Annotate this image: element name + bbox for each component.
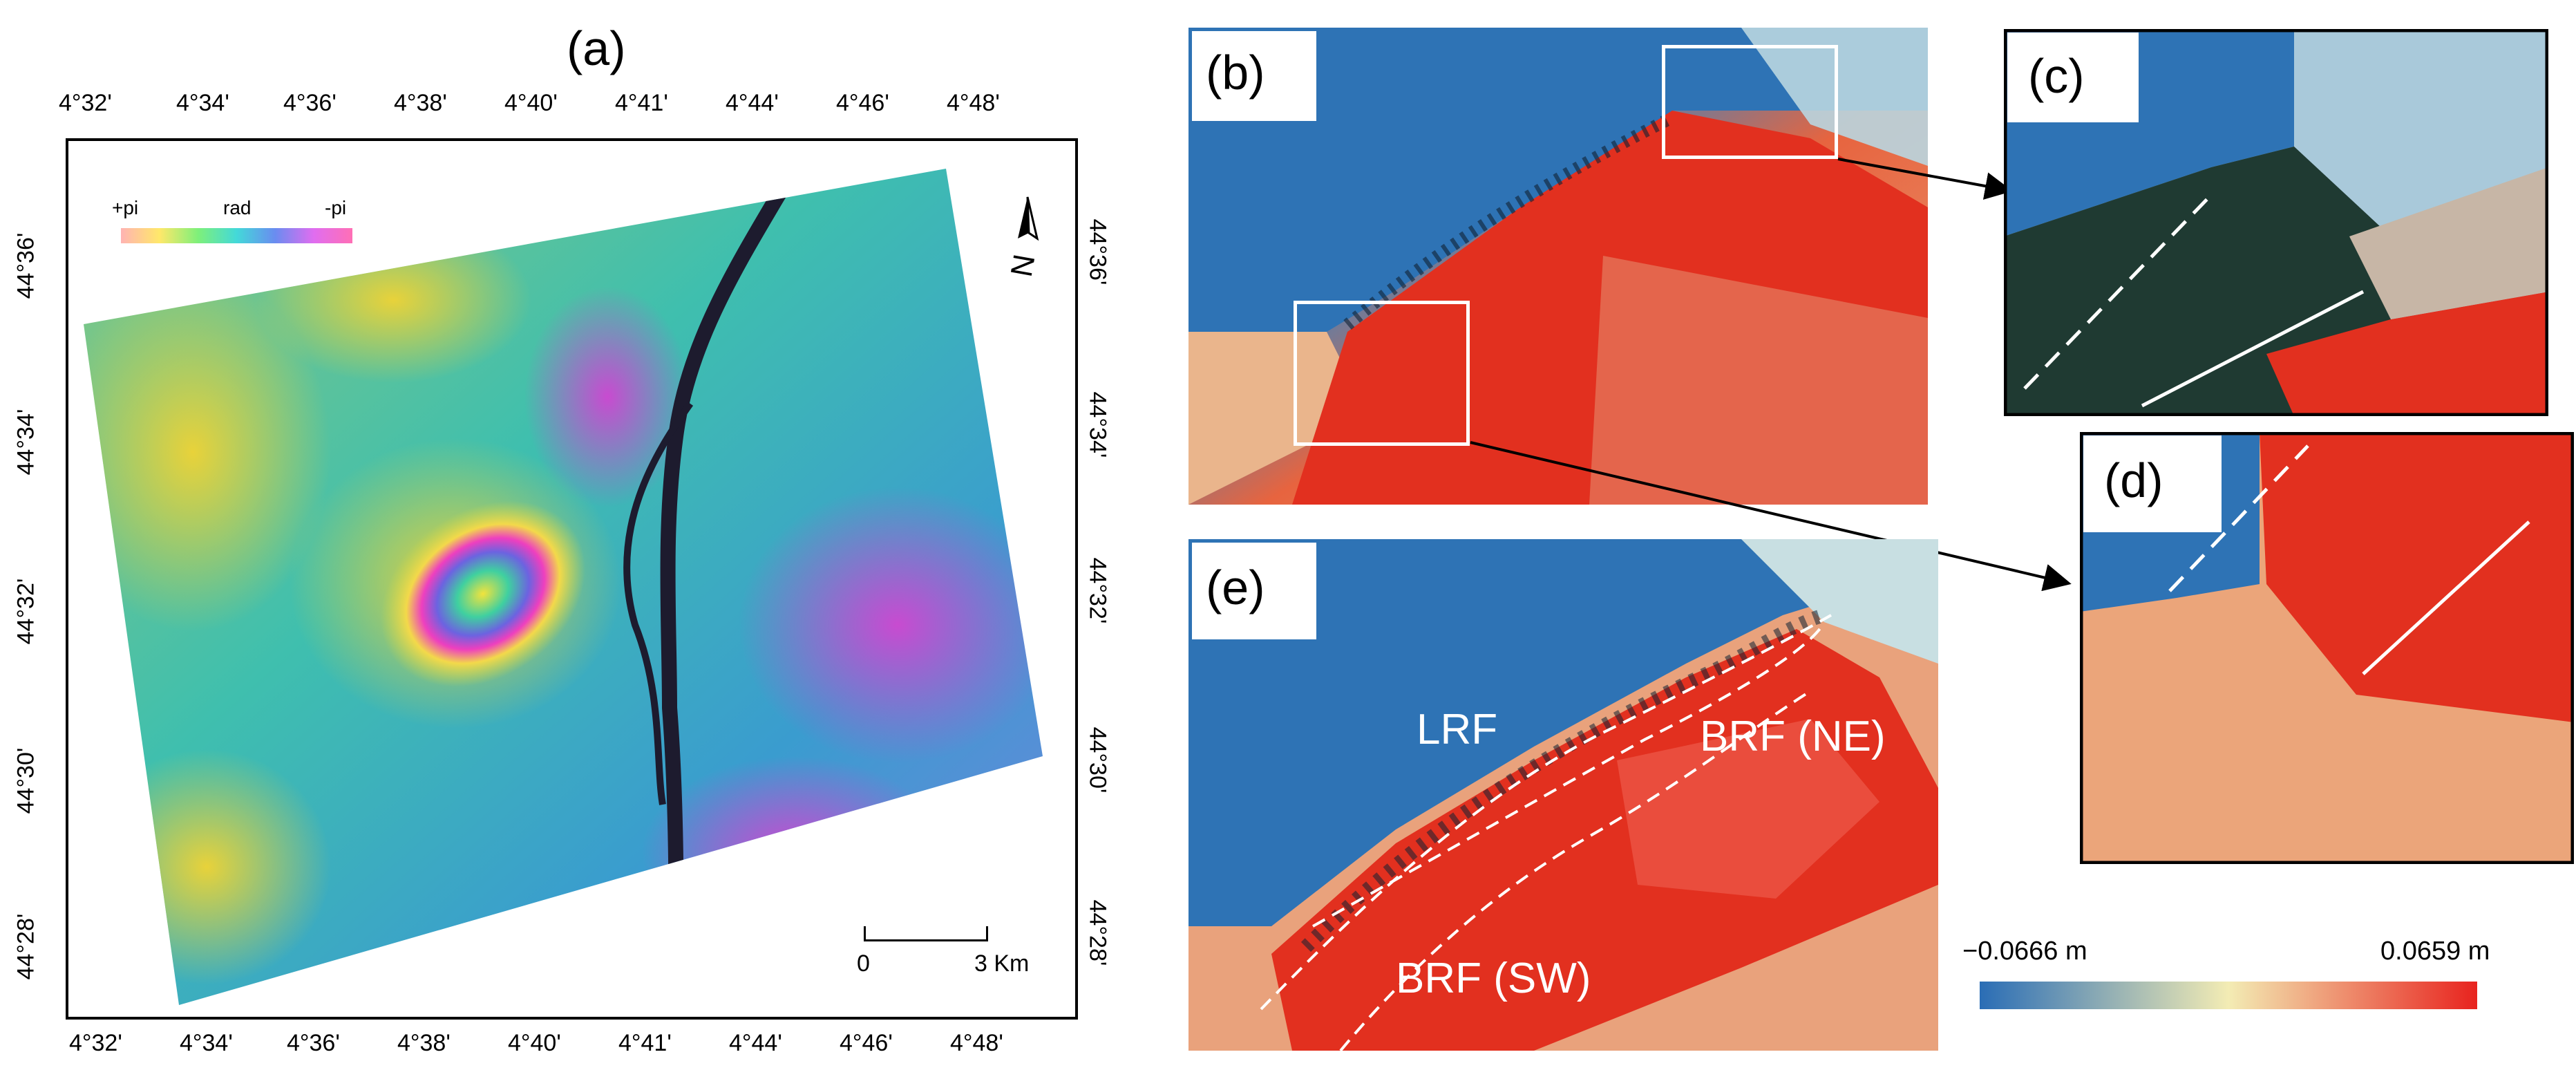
interferogram-image [84,169,1043,1005]
x-tick-top: 4°40' [504,90,558,116]
svg-text:N: N [1005,252,1041,279]
x-tick-top: 4°48' [947,90,1000,116]
x-tick-bottom: 4°48' [950,1030,1003,1056]
panel-e-letter-box [1192,543,1316,639]
panel-b-inset-box-ne [1662,45,1838,159]
x-tick-top: 4°38' [394,90,447,116]
panel-b-letter-box [1192,31,1316,121]
panel-a-map-frame [66,138,1078,1020]
y-tick-left: 44°34' [12,409,39,476]
phase-legend-plus-pi: +pi [112,197,139,218]
scalebar-end-label: 3 Km [974,950,1030,977]
x-tick-top: 4°44' [726,90,779,116]
x-tick-bottom: 4°36' [287,1030,340,1056]
y-tick-left: 44°30' [12,747,39,814]
fault-label-brf-ne: BRF (NE) [1700,713,1886,760]
panel-d-letter: (d) [2104,453,2163,507]
y-tick-right: 44°34' [1084,391,1111,458]
x-tick-top: 4°46' [836,90,889,116]
x-tick-bottom: 4°38' [397,1030,451,1056]
panel-b-letter: (b) [1206,46,1265,100]
panel-b-displacement-map [1188,28,1928,505]
panel-c-letter: (c) [2028,49,2085,103]
phase-legend-bar [121,228,352,243]
fault-label-lrf: LRF [1417,706,1498,753]
x-tick-bottom: 4°44' [729,1030,782,1056]
phase-legend-minus-pi: -pi [325,197,347,218]
phase-legend-unit: rad [223,197,252,218]
x-tick-bottom: 4°32' [69,1030,122,1056]
y-tick-left: 44°36' [12,232,39,299]
y-tick-right: 44°28' [1084,899,1111,966]
scalebar-start-label: 0 [857,950,870,977]
fault-label-brf-sw: BRF (SW) [1396,955,1591,1002]
x-tick-bottom: 4°41' [618,1030,672,1056]
x-tick-bottom: 4°46' [840,1030,893,1056]
panel-b-inset-box-sw [1294,301,1470,446]
colorbar-gradient [1980,982,2477,1009]
x-tick-top: 4°34' [176,90,229,116]
panel-e-letter: (e) [1206,561,1265,614]
x-tick-bottom: 4°40' [508,1030,561,1056]
inset-connector-arrows [1470,158,2072,592]
y-tick-left: 44°28' [12,913,39,980]
colorbar-max-label: 0.0659 m [2380,937,2490,966]
y-tick-left: 44°32' [12,578,39,645]
panel-a-letter: (a) [567,21,626,75]
y-tick-right: 44°32' [1084,557,1111,624]
colorbar-min-label: −0.0666 m [1962,937,2087,966]
x-tick-top: 4°32' [59,90,112,116]
north-arrow-icon: N [1005,196,1041,279]
x-tick-bottom: 4°34' [180,1030,233,1056]
y-tick-right: 44°36' [1084,218,1111,285]
scalebar-line [864,926,988,941]
x-tick-top: 4°36' [283,90,337,116]
x-tick-top: 4°41' [615,90,668,116]
panel-d-letter-box [2083,435,2222,532]
panel-c-letter-box [2007,32,2139,122]
y-tick-right: 44°30' [1084,726,1111,794]
